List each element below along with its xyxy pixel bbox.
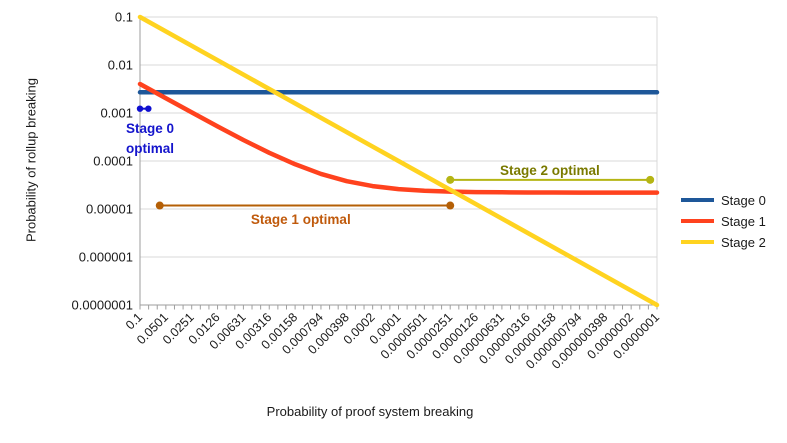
legend-label: Stage 2 — [721, 234, 766, 250]
chart-legend: Stage 0 Stage 1 Stage 2 — [681, 192, 766, 250]
annotation-stage-2-optimal: Stage 2 optimal — [446, 163, 655, 184]
stage-1-optimal-label: Stage 1 optimal — [251, 212, 351, 227]
stage-0-optimal-label: Stage 0 — [126, 121, 174, 136]
y-tick-label: 0.001 — [100, 106, 133, 121]
annotation-stage-1-optimal: Stage 1 optimal — [155, 201, 455, 227]
y-tick-label: 0.0001 — [93, 154, 133, 169]
legend-label: Stage 0 — [721, 192, 766, 208]
legend-item-stage-2: Stage 2 — [681, 234, 766, 250]
y-tick-label: 0.000001 — [79, 250, 133, 265]
annotation-stage-0-optimal: Stage 0 optimal — [126, 105, 174, 156]
legend-item-stage-0: Stage 0 — [681, 192, 766, 208]
y-tick-label: 0.00001 — [86, 202, 133, 217]
stage-1-optimal-dot — [446, 201, 455, 210]
legend-swatch — [681, 198, 714, 202]
stage-0-optimal-dot — [136, 105, 144, 112]
stage-1-optimal-dot — [155, 201, 164, 210]
y-tick-label: 0.0000001 — [72, 298, 133, 313]
stage-0-optimal-label: optimal — [126, 141, 174, 156]
series-stage-2 — [137, 14, 660, 308]
y-axis-title: Probability of rollup breaking — [23, 77, 39, 243]
y-tick-labels: 0.1 0.01 0.001 0.0001 0.00001 0.000001 0.00000… — [72, 10, 133, 313]
legend-item-stage-1: Stage 1 — [681, 213, 766, 229]
stage-2-optimal-label: Stage 2 optimal — [500, 163, 600, 178]
y-tick-label: 0.1 — [115, 10, 133, 25]
stage-0-optimal-dot — [145, 105, 152, 112]
legend-swatch — [681, 219, 714, 223]
x-axis-title: Probability of proof system breaking — [266, 404, 474, 419]
stage-2-optimal-dot — [646, 175, 655, 184]
legend-swatch — [681, 240, 714, 244]
legend-label: Stage 1 — [721, 213, 766, 229]
series-stage-1 — [137, 81, 660, 195]
stage-2-optimal-dot — [446, 175, 455, 184]
x-ticks-and-labels: 0.10.05010.02510.01260.006310.003160.001… — [123, 305, 662, 372]
y-tick-label: 0.01 — [108, 58, 133, 73]
